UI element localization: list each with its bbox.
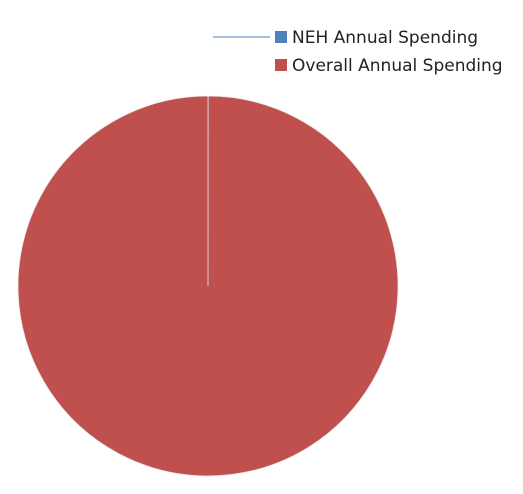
legend-swatch [275,59,287,71]
legend-label: Overall Annual Spending [292,56,503,76]
legend-label: NEH Annual Spending [292,28,478,48]
pie-slice [17,95,399,477]
legend-swatch [275,31,287,43]
